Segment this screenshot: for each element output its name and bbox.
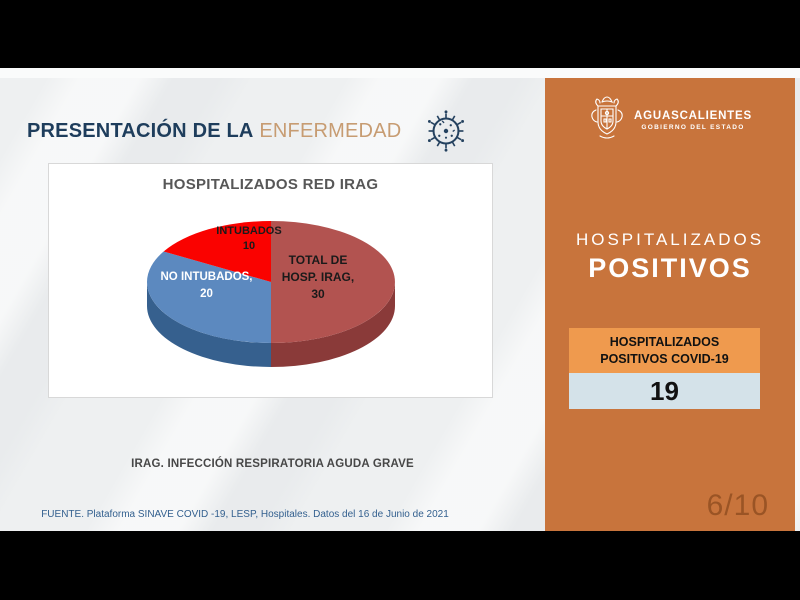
sidebar: AGUASCALIENTES GOBIERNO DEL ESTADO HOSPI… [545, 78, 795, 531]
stat-box: HOSPITALIZADOS POSITIVOS COVID-19 19 [569, 328, 760, 409]
source-line: FUENTE. Plataforma SINAVE COVID -19, LES… [41, 509, 449, 520]
brand-block: AGUASCALIENTES GOBIERNO DEL ESTADO [545, 94, 795, 146]
brand-name: AGUASCALIENTES [634, 109, 752, 122]
pie-label-total-line2: HOSP. IRAG, [281, 270, 355, 284]
brand-tagline: GOBIERNO DEL ESTADO [641, 123, 745, 131]
brand-text: AGUASCALIENTES GOBIERNO DEL ESTADO [634, 110, 752, 131]
title-row: PRESENTACIÓN DE LA ENFERMEDAD [27, 108, 469, 154]
stat-label-line1: HOSPITALIZADOS [609, 335, 720, 349]
page-title-secondary: ENFERMEDAD [259, 119, 402, 142]
stat-label: HOSPITALIZADOS POSITIVOS COVID-19 [569, 328, 760, 373]
sidebar-heading-line1: HOSPITALIZADOS [575, 230, 765, 249]
page-title: PRESENTACIÓN DE LA ENFERMEDAD [27, 120, 401, 143]
page-indicator: 6/10 [706, 489, 769, 522]
pie-label-intubados: INTUBADOS 10 [199, 224, 299, 254]
pie-label-intubados-value: 10 [242, 240, 256, 252]
chart-title: HOSPITALIZADOS RED IRAG [162, 176, 379, 193]
pie-label-no-intubados-line1: NO INTUBADOS, [160, 271, 253, 283]
pie-label-no-intubados: NO INTUBADOS, 20 [144, 269, 269, 303]
chart-footnote: IRAG. INFECCIÓN RESPIRATORIA AGUDA GRAVE [131, 458, 414, 470]
aguascalientes-crest-icon [591, 96, 623, 139]
pie-label-total-value: 30 [311, 287, 325, 301]
letterbox-bottom [0, 531, 800, 600]
pie-label-total: TOTAL DE HOSP. IRAG, 30 [261, 252, 375, 303]
virus-icon [428, 110, 465, 152]
sidebar-heading: HOSPITALIZADOS POSITIVOS [545, 230, 795, 284]
slide: PRESENTACIÓN DE LA ENFERMEDAD HOSPITALIZ… [0, 68, 800, 531]
pie-chart-3d [146, 221, 395, 367]
sidebar-heading-line2: POSITIVOS [588, 253, 752, 283]
pie-label-no-intubados-value: 20 [200, 288, 213, 300]
chart-card: HOSPITALIZADOS RED IRAG INTUBADOS 10 TOT… [48, 163, 493, 398]
page-title-primary: PRESENTACIÓN DE LA [27, 119, 254, 142]
pie-label-intubados-line1: INTUBADOS [216, 225, 282, 237]
stat-label-line2: POSITIVOS COVID-19 [600, 352, 729, 366]
stat-value: 19 [569, 373, 760, 409]
letterbox-top [0, 0, 800, 68]
pie-label-total-line1: TOTAL DE [288, 253, 348, 267]
